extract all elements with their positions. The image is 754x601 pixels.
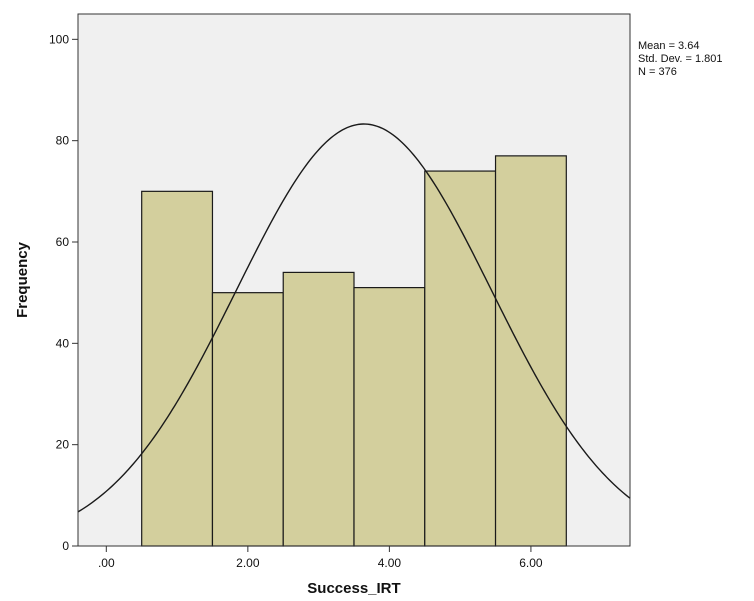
y-tick-label: 40 (56, 336, 70, 350)
stats-box: Mean = 3.64 Std. Dev. = 1.801 N = 376 (638, 40, 723, 78)
normal-curve (77, 123, 631, 513)
y-tick-label: 60 (56, 235, 70, 249)
y-tick-label: 80 (56, 134, 70, 148)
histogram-bar (141, 190, 214, 547)
y-axis-ticks: 0 20 40 60 80 100 (49, 32, 78, 553)
y-tick-label: 0 (62, 539, 69, 553)
stats-n: N = 376 (638, 66, 677, 78)
y-tick-label: 100 (49, 32, 69, 46)
y-tick-label: 20 (56, 438, 70, 452)
x-tick-label: .00 (98, 556, 115, 570)
x-axis-ticks: .00 2.00 4.00 6.00 (98, 546, 543, 570)
x-axis-title: Success_IRT (307, 580, 400, 597)
stats-mean: Mean = 3.64 (638, 40, 699, 52)
x-tick-label: 6.00 (519, 556, 543, 570)
histogram-bar (282, 271, 355, 547)
stats-std-dev: Std. Dev. = 1.801 (638, 53, 723, 65)
x-tick-label: 4.00 (378, 556, 402, 570)
axes-group (77, 14, 630, 547)
histogram-bar (494, 155, 567, 547)
histogram-bar (211, 292, 284, 547)
x-tick-label: 2.00 (236, 556, 260, 570)
histogram-bar (353, 287, 426, 547)
histogram-bar (424, 170, 497, 547)
y-axis-title: Frequency (14, 241, 31, 318)
bars-group (141, 155, 567, 547)
